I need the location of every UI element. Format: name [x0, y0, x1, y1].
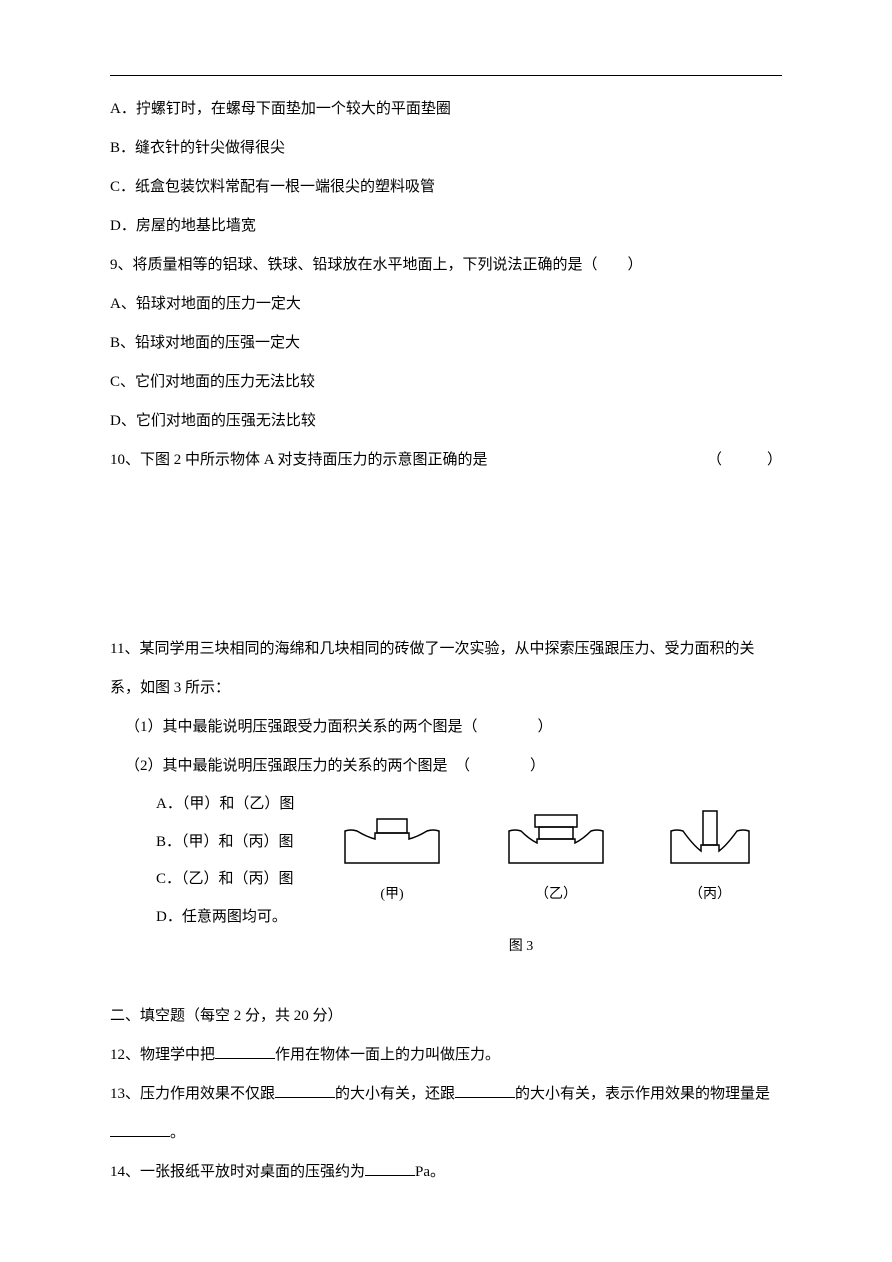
q13: 13、压力作用效果不仅跟 的大小有关，还跟 的大小有关，表示作用效果的物理量是。	[110, 1075, 782, 1153]
q13-blank3	[110, 1122, 170, 1137]
q14-post: Pa。	[415, 1164, 445, 1180]
figure3-bing: （丙）	[665, 801, 755, 913]
spacer-before-section2	[110, 957, 782, 997]
q13-mid: 的大小有关，还跟	[335, 1086, 455, 1102]
figure2-placeholder	[110, 480, 782, 630]
q9-b: B、铅球对地面的压强一定大	[110, 324, 782, 363]
figure3-jia: (甲)	[337, 801, 447, 913]
q9-stem: 9、将质量相等的铝球、铁球、铅球放在水平地面上，下列说法正确的是（ ）	[110, 246, 782, 285]
q12-blank1	[215, 1044, 275, 1059]
q13-blank1	[275, 1083, 335, 1098]
figure3-jia-label: (甲)	[337, 877, 447, 913]
section2-title: 二、填空题（每空 2 分，共 20 分）	[110, 997, 782, 1036]
figure3-bing-svg	[665, 801, 755, 873]
figure3-caption: 图 3	[110, 936, 782, 957]
q11-options-and-figure: A．（甲）和（乙）图 B．（甲）和（丙）图 C．（乙）和（丙）图 D．任意两图均…	[110, 786, 782, 936]
figure3-bing-label: （丙）	[665, 877, 755, 913]
q9-a: A、铅球对地面的压力一定大	[110, 285, 782, 324]
q9-c: C、它们对地面的压力无法比较	[110, 363, 782, 402]
q13-post2: 。	[170, 1125, 185, 1141]
figure3-group: (甲) （乙） （丙）	[310, 786, 782, 913]
option-d: D．房屋的地基比墙宽	[110, 207, 782, 246]
q10-stem-left: 10、下图 2 中所示物体 A 对支持面压力的示意图正确的是	[110, 441, 488, 480]
figure3-jia-svg	[337, 801, 447, 873]
q11-d: D．任意两图均可。	[156, 899, 310, 937]
q14: 14、一张报纸平放时对桌面的压强约为 Pa。	[110, 1153, 782, 1192]
option-c: C．纸盒包装饮料常配有一根一端很尖的塑料吸管	[110, 168, 782, 207]
q12-post: 作用在物体一面上的力叫做压力。	[275, 1047, 500, 1063]
header-rule	[110, 75, 782, 76]
q11-sub2: （2）其中最能说明压强跟压力的关系的两个图是 （ ）	[110, 747, 782, 786]
figure3-yi-svg	[501, 801, 611, 873]
q11-stem: 11、某同学用三块相同的海绵和几块相同的砖做了一次实验，从中探索压强跟压力、受力…	[110, 630, 782, 708]
q10-stem: 10、下图 2 中所示物体 A 对支持面压力的示意图正确的是 （ ）	[110, 441, 782, 480]
figure3-yi-label: （乙）	[501, 877, 611, 913]
q10-stem-right: （ ）	[707, 441, 782, 480]
q11-c: C．（乙）和（丙）图	[156, 861, 310, 899]
q11-b: B．（甲）和（丙）图	[156, 824, 310, 862]
q9-d: D、它们对地面的压强无法比较	[110, 402, 782, 441]
q11-options: A．（甲）和（乙）图 B．（甲）和（丙）图 C．（乙）和（丙）图 D．任意两图均…	[110, 786, 310, 936]
q14-pre: 14、一张报纸平放时对桌面的压强约为	[110, 1164, 365, 1180]
q11-a: A．（甲）和（乙）图	[156, 786, 310, 824]
q13-blank2	[455, 1083, 515, 1098]
q13-pre: 13、压力作用效果不仅跟	[110, 1086, 275, 1102]
figure3-yi: （乙）	[501, 801, 611, 913]
q12-pre: 12、物理学中把	[110, 1047, 215, 1063]
q14-blank1	[365, 1161, 415, 1176]
q13-post1: 的大小有关，表示作用效果的物理量是	[515, 1086, 770, 1102]
option-b: B．缝衣针的针尖做得很尖	[110, 129, 782, 168]
option-a: A．拧螺钉时，在螺母下面垫加一个较大的平面垫圈	[110, 90, 782, 129]
q12: 12、物理学中把 作用在物体一面上的力叫做压力。	[110, 1036, 782, 1075]
q11-sub1: （1）其中最能说明压强跟受力面积关系的两个图是（ ）	[110, 708, 782, 747]
